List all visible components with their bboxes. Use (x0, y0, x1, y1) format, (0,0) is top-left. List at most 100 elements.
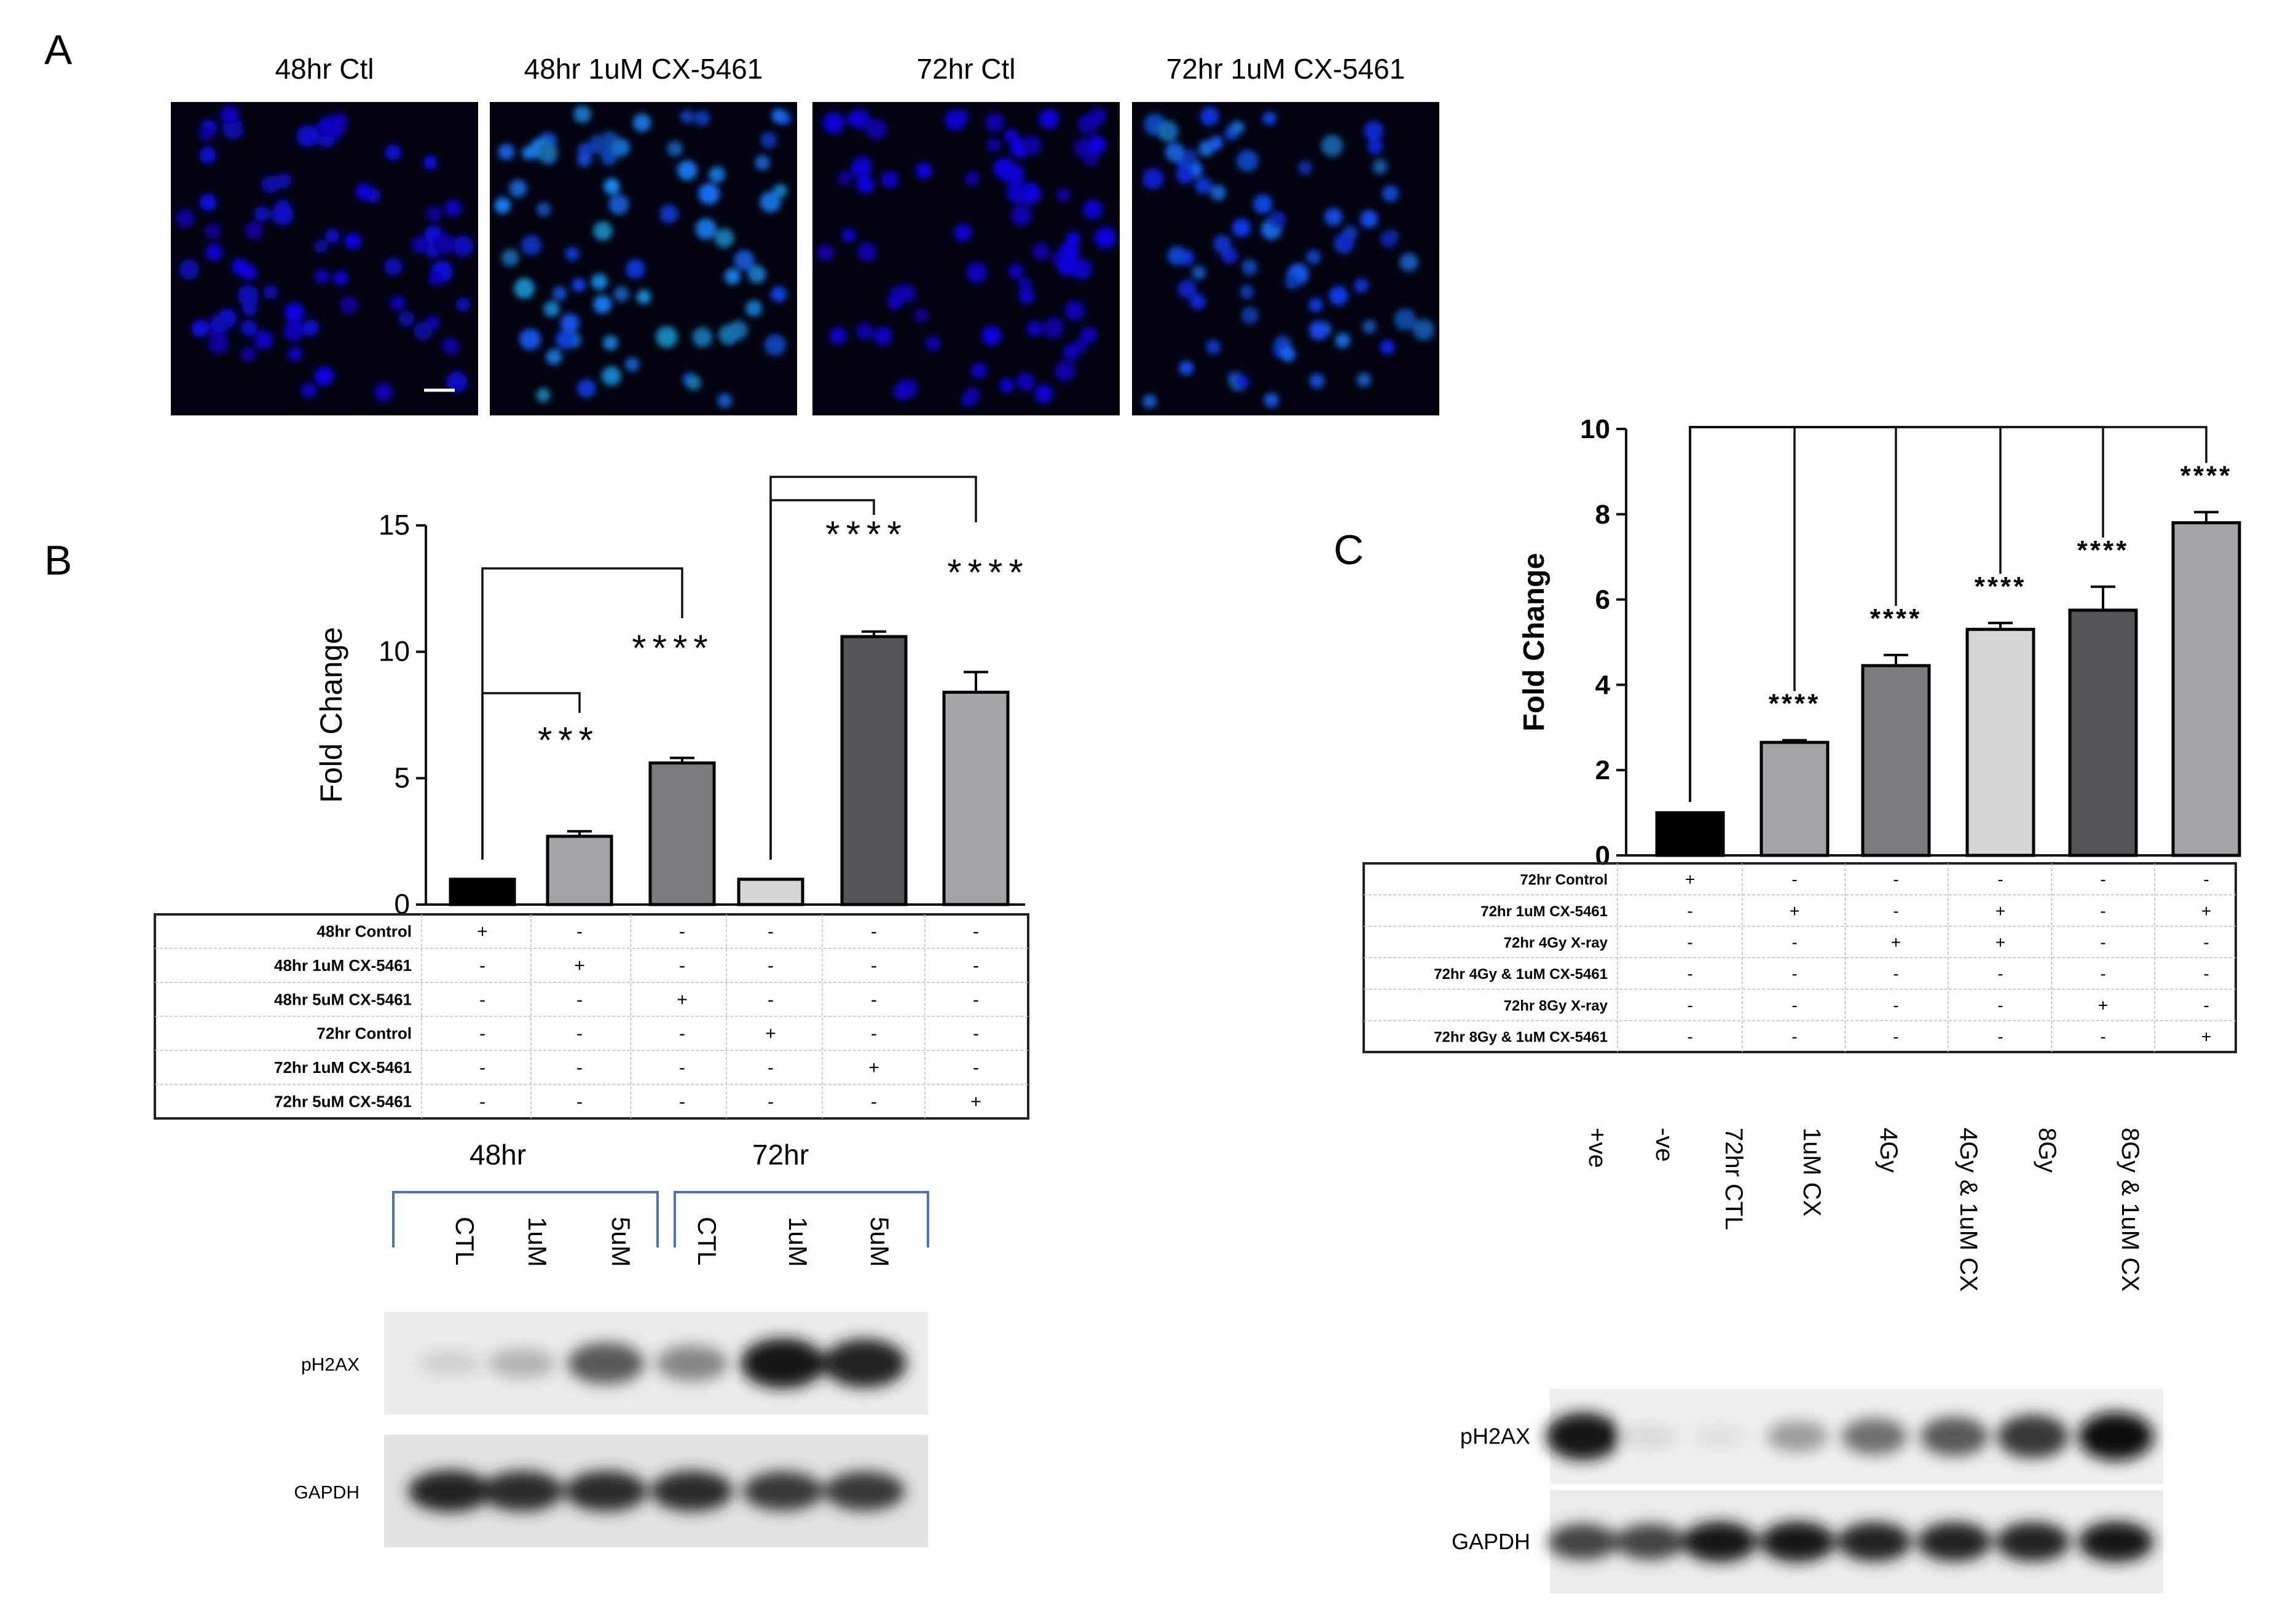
nucleus (1002, 163, 1024, 186)
blot-band (823, 1338, 906, 1388)
bar (737, 878, 804, 906)
condition-mark: - (1791, 933, 1797, 952)
nucleus (857, 242, 877, 262)
blot-band (824, 1471, 905, 1511)
condition-mark: + (868, 1058, 879, 1078)
nucleus (817, 244, 834, 261)
blot-row-label: pH2AX (1460, 1424, 1530, 1449)
nucleus (734, 249, 755, 270)
y-tick-label: 10 (1580, 414, 1610, 444)
nucleus (426, 206, 442, 222)
nucleus (1181, 149, 1198, 166)
significance-stars: **** (632, 627, 714, 669)
condition-mark: - (2100, 901, 2105, 921)
condition-mark: - (2203, 996, 2209, 1015)
nucleus (964, 387, 981, 403)
nucleus (1241, 307, 1259, 324)
blot-group-label: 72hr (752, 1139, 809, 1171)
nucleus (543, 300, 560, 317)
nucleus (755, 155, 770, 171)
condition-mark: - (1997, 996, 2003, 1015)
nucleus (1262, 111, 1276, 125)
nucleus (625, 357, 640, 372)
nucleus (855, 323, 873, 340)
blot-band (408, 1470, 492, 1512)
nucleus (519, 328, 541, 350)
bar (1861, 664, 1931, 857)
blot-band (1837, 1522, 1912, 1562)
nucleus (1280, 347, 1295, 362)
nucleus (1088, 135, 1106, 154)
nucleus (1006, 183, 1027, 203)
lane-label: 1uM CX (1798, 1128, 1825, 1217)
lane-label: CTL (450, 1217, 479, 1265)
condition-mark: + (2098, 996, 2108, 1015)
nucleus (572, 278, 586, 292)
condition-mark: - (2203, 933, 2209, 952)
significance-bracket (1689, 426, 2002, 802)
nucleus (560, 313, 580, 332)
nucleus (1074, 338, 1088, 353)
nucleus (686, 375, 701, 391)
significance-stars: **** (2077, 535, 2129, 565)
blot-band (741, 1338, 825, 1389)
condition-mark: - (479, 1091, 486, 1112)
panel-c-chart: 0 2 4 6 8 10 Fold Change **** **** **** **** **** 72… (1362, 414, 2241, 1053)
nucleus (1055, 361, 1075, 382)
nucleus (999, 378, 1014, 393)
nucleus (748, 265, 766, 284)
condition-mark: - (871, 956, 877, 976)
condition-mark: - (1791, 1027, 1797, 1046)
nucleus (514, 278, 535, 299)
nucleus (1157, 120, 1179, 142)
nucleus (384, 257, 403, 276)
condition-label: 72hr Control (1520, 872, 1608, 889)
nucleus (601, 366, 621, 386)
lane-label: 8Gy (2034, 1128, 2061, 1172)
nucleus (1177, 280, 1197, 299)
bar (1655, 811, 1725, 857)
nucleus (521, 235, 541, 256)
nucleus (241, 320, 258, 336)
nucleus (442, 337, 460, 355)
nucleus (881, 171, 898, 189)
nucleus (1362, 320, 1377, 334)
nucleus (314, 366, 334, 386)
band-group (408, 1470, 905, 1512)
nucleus (1342, 225, 1358, 241)
significance-bracket (1689, 426, 2208, 802)
nucleus (1394, 308, 1417, 331)
nucleus (692, 327, 713, 347)
nucleus (709, 166, 726, 183)
nucleus (965, 262, 988, 283)
condition-mark: - (1791, 996, 1797, 1015)
nucleus (1213, 235, 1232, 253)
condition-mark: - (2100, 870, 2105, 889)
nucleus (1210, 184, 1227, 201)
condition-label: 72hr Control (316, 1024, 412, 1043)
nucleus (971, 363, 987, 379)
nucleus (1367, 138, 1383, 155)
nucleus (954, 224, 972, 242)
nucleus (680, 109, 694, 124)
condition-label: 72hr 4Gy X-ray (1504, 935, 1608, 951)
nucleus (536, 388, 551, 403)
nucleus (1008, 263, 1024, 280)
nucleus (199, 194, 217, 211)
nucleus (837, 171, 852, 186)
y-tick-label: 0 (1595, 841, 1610, 871)
nucleus (1321, 135, 1343, 157)
condition-mark: - (2100, 1027, 2105, 1046)
nucleus (176, 209, 195, 228)
nucleus (1236, 149, 1259, 172)
nucleus (199, 126, 214, 142)
nucleus (1094, 227, 1116, 249)
nucleus (1284, 274, 1300, 289)
nucleus (355, 183, 372, 200)
nucleus (1190, 294, 1206, 310)
nucleus (494, 197, 511, 214)
nucleus (953, 109, 969, 125)
group-bracket (674, 1191, 929, 1247)
lane-label: 5uM (865, 1217, 894, 1267)
